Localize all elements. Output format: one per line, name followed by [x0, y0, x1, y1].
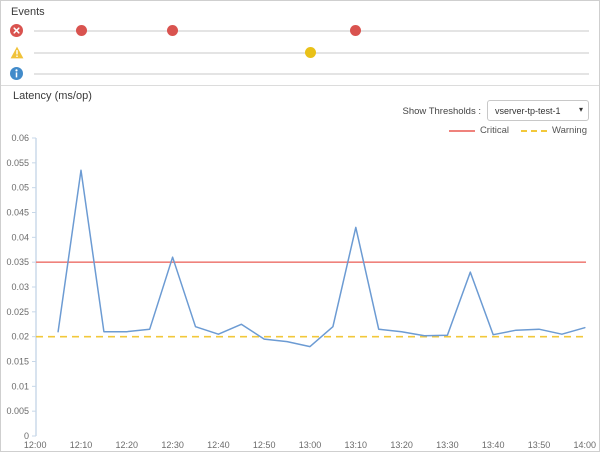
x-tick-label: 14:00: [574, 440, 597, 450]
critical-line-swatch: [448, 129, 475, 132]
info-circle-icon: [10, 67, 24, 80]
x-tick-label: 12:40: [207, 440, 230, 450]
event-dot-error[interactable]: [350, 25, 362, 36]
x-tick-label: 13:00: [299, 440, 322, 450]
legend-label-warning: Warning: [551, 125, 587, 136]
latency-title: Latency (ms/op): [13, 90, 92, 102]
warning-line-swatch: [520, 129, 547, 132]
chart-legend: Critical Warning: [448, 125, 587, 136]
y-tick-label: 0.045: [6, 208, 29, 218]
y-tick-label: 0.01: [11, 381, 29, 391]
y-tick-label: 0.025: [6, 307, 29, 317]
legend-label-critical: Critical: [479, 125, 509, 136]
y-tick-label: 0.005: [6, 406, 29, 416]
x-tick-label: 12:00: [24, 440, 47, 450]
y-tick-label: 0.05: [11, 183, 29, 193]
x-tick-label: 13:30: [436, 440, 459, 450]
y-tick-label: 0.035: [6, 257, 29, 267]
event-row-warning: [1, 46, 599, 59]
show-thresholds-label: Show Thresholds :: [402, 106, 481, 117]
info-timeline: [34, 72, 589, 75]
events-title: Events: [11, 6, 45, 18]
events-panel: Events: [1, 1, 599, 86]
x-tick-label: 13:10: [345, 440, 368, 450]
y-tick-label: 0.06: [11, 133, 29, 143]
y-tick-label: 0.04: [11, 232, 29, 242]
y-tick-label: 0.055: [6, 158, 29, 168]
y-tick-label: 0.02: [11, 332, 29, 342]
error-timeline: [34, 29, 589, 32]
x-tick-label: 13:20: [390, 440, 413, 450]
x-tick-label: 12:50: [253, 440, 276, 450]
latency-panel: Latency (ms/op) Show Thresholds : vserve…: [1, 86, 600, 452]
latency-chart[interactable]: 0.06 0.055 0.05 0.045 0.04 0.035 0.03 0.025 0.02…: [1, 131, 600, 452]
y-tick-label: 0: [24, 431, 29, 441]
event-dot-error[interactable]: [75, 25, 87, 36]
event-row-info: [1, 67, 599, 80]
x-tick-label: 12:20: [116, 440, 139, 450]
threshold-select-wrap: vserver-tp-test-1 ▾: [487, 100, 589, 121]
event-dot-warning[interactable]: [304, 47, 316, 58]
x-tick-label: 13:50: [528, 440, 551, 450]
event-row-error: [1, 24, 599, 37]
event-dot-error[interactable]: [167, 25, 179, 36]
legend-item-warning: Warning: [520, 125, 587, 136]
y-tick-label: 0.03: [11, 282, 29, 292]
legend-item-critical: Critical: [448, 125, 509, 136]
threshold-select[interactable]: vserver-tp-test-1: [487, 100, 589, 121]
latency-series-line: [57, 169, 586, 348]
x-tick-label: 13:40: [482, 440, 505, 450]
error-circle-icon: [10, 24, 24, 37]
y-tick-label: 0.015: [6, 357, 29, 367]
x-tick-label: 12:10: [70, 440, 93, 450]
x-tick-label: 12:30: [161, 440, 184, 450]
warning-triangle-icon: [10, 46, 24, 59]
